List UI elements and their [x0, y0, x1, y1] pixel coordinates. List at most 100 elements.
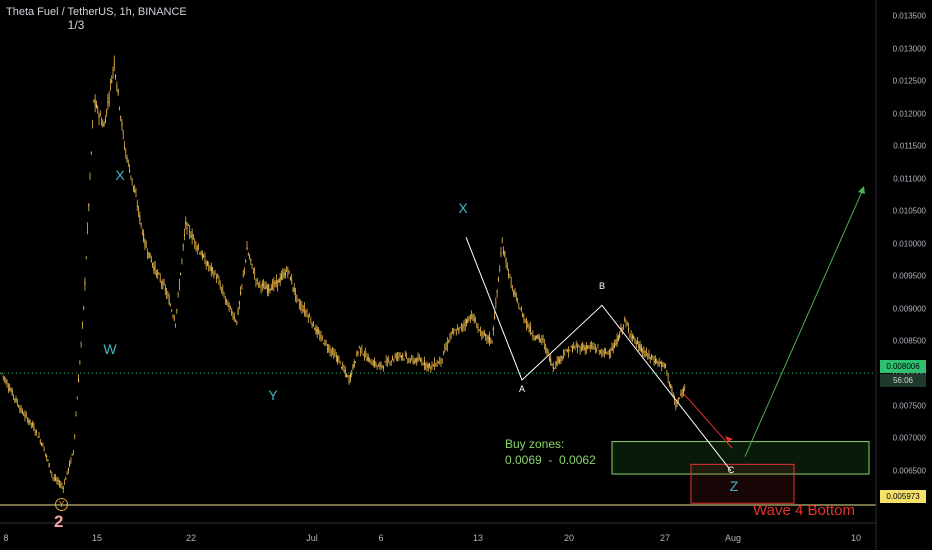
candle-body	[603, 352, 605, 354]
candle-body	[140, 223, 142, 226]
candle-body	[402, 355, 404, 357]
candle-body	[606, 352, 608, 355]
candle-body	[374, 360, 376, 366]
buy-zone-label: Buy zones: 0.0069 - 0.0062	[505, 437, 596, 467]
y-tick-label: 0.008500	[892, 336, 926, 346]
candle-body	[588, 345, 590, 348]
candle-body	[543, 342, 545, 346]
candle-body	[347, 375, 349, 377]
x-tick-label: 6	[378, 533, 384, 543]
candle-body	[220, 287, 222, 289]
candle-body	[393, 359, 395, 361]
candle-body	[509, 274, 511, 276]
candle-body	[661, 361, 663, 367]
candle-body	[55, 477, 57, 480]
candle-body	[33, 426, 35, 430]
candle-body	[445, 346, 447, 348]
candle-body	[157, 272, 159, 275]
candle-body	[41, 443, 43, 445]
candle-body	[21, 410, 23, 413]
y-tick-label: 0.009500	[892, 271, 926, 281]
candle-body	[205, 263, 207, 267]
candle-body	[418, 358, 420, 360]
current-price-badge: 0.008006	[880, 360, 926, 373]
candle-body	[550, 358, 552, 364]
candle-body	[523, 317, 525, 321]
candle-body	[255, 279, 257, 282]
candle-body	[339, 361, 341, 362]
candle-body	[265, 285, 267, 289]
candle-body	[56, 479, 58, 481]
candle-body	[671, 388, 673, 392]
candle-body	[494, 316, 496, 320]
axis-group	[0, 0, 877, 550]
candle-body	[229, 306, 231, 308]
candle-body	[298, 303, 300, 306]
candle-body	[495, 301, 497, 304]
candle-body	[608, 353, 610, 355]
candle-body	[237, 309, 239, 315]
candle-body	[578, 345, 580, 347]
candle-body	[658, 362, 660, 364]
candle-body	[260, 286, 262, 289]
candle-body	[122, 132, 124, 135]
x-tick-label: 20	[563, 533, 575, 543]
candle-body	[587, 345, 589, 349]
candle-body	[218, 279, 220, 283]
candle-body	[198, 248, 200, 249]
candle-body	[44, 453, 46, 454]
x-tick-label: 13	[472, 533, 484, 543]
candle-body	[466, 319, 468, 324]
candle-body	[659, 363, 661, 364]
x-tick-label: 10	[850, 533, 862, 543]
candle-body	[201, 252, 203, 258]
candle-body	[622, 324, 624, 328]
candle-body	[337, 356, 339, 362]
candle-body	[192, 238, 194, 240]
candle-body	[60, 483, 62, 486]
candle-body	[506, 265, 508, 270]
candle-body	[630, 333, 632, 337]
candle-body	[593, 346, 595, 348]
candle-body	[181, 259, 183, 261]
candle-body	[677, 400, 679, 402]
candle-body	[399, 354, 401, 355]
candle-body	[66, 471, 68, 474]
candle-body	[551, 364, 553, 366]
candle-body	[194, 239, 196, 244]
candle-body	[362, 354, 364, 356]
y-tick-label: 0.011000	[893, 174, 926, 184]
candle-body	[584, 346, 586, 351]
candle-body	[634, 338, 636, 342]
red-zone-box	[690, 463, 795, 504]
candle-body	[178, 284, 180, 288]
candle-body	[226, 299, 228, 301]
candle-body	[19, 408, 21, 411]
candle-body	[116, 85, 118, 88]
candle-body	[208, 266, 210, 268]
candle-body	[315, 327, 317, 332]
candle-body	[326, 347, 328, 349]
candle-body	[538, 336, 540, 340]
green-arrow-head	[858, 186, 865, 194]
candle-body	[437, 362, 439, 364]
candle-body	[385, 359, 387, 364]
candle-body	[611, 346, 613, 351]
candle-body	[293, 287, 295, 292]
candle-body	[333, 352, 335, 358]
candle-body	[2, 375, 4, 377]
candle-body	[487, 337, 489, 340]
candle-body	[560, 355, 562, 360]
candle-body	[675, 405, 677, 407]
candle-body	[320, 334, 322, 339]
candle-body	[7, 387, 9, 389]
candle-body	[92, 123, 94, 125]
candle-body	[222, 289, 224, 294]
candle-body	[663, 365, 665, 366]
candle-body	[272, 283, 274, 290]
candle-body	[476, 327, 478, 329]
candle-body	[52, 477, 54, 478]
candle-body	[676, 403, 678, 405]
candle-body	[383, 367, 385, 369]
candle-body	[125, 150, 127, 153]
